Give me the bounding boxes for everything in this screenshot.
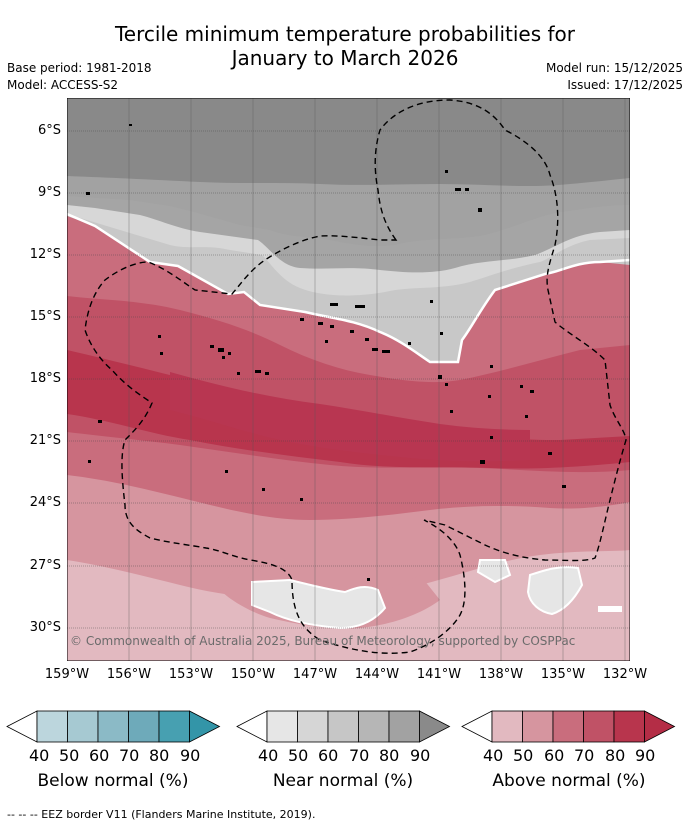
- legend-title-near: Near normal (%): [272, 771, 414, 791]
- colorbar-segment: [67, 710, 99, 743]
- lon-label: 150°W: [230, 667, 276, 682]
- lon-label: 138°W: [478, 667, 524, 682]
- colorbar-segment: [128, 710, 160, 743]
- colorbar-segment: [36, 710, 68, 743]
- lon-label: 144°W: [354, 667, 400, 682]
- colorbar-extend-high: [419, 710, 451, 743]
- colorbar-segment: [297, 710, 329, 743]
- legend-colorbars: [6, 710, 676, 743]
- issued-date: Issued: 17/12/2025: [567, 78, 683, 92]
- lon-label: 156°W: [106, 667, 152, 682]
- legend-tick: 60: [89, 746, 110, 765]
- title-line-2: January to March 2026: [231, 46, 459, 70]
- legend-title-below: Below normal (%): [37, 771, 189, 791]
- colorbar-extend-low: [6, 710, 38, 743]
- colorbar-segment: [327, 710, 359, 743]
- colorbar-segment: [388, 710, 420, 743]
- lon-label: 135°W: [540, 667, 586, 682]
- probability-map: [67, 98, 630, 661]
- lat-label: 18°S: [29, 371, 61, 386]
- colorbar-segment: [97, 710, 129, 743]
- lat-label: 12°S: [29, 247, 61, 262]
- colorbar-segment: [491, 710, 523, 743]
- colorbar-segment: [158, 710, 190, 743]
- colorbar-segment: [552, 710, 584, 743]
- legend-tick: 70: [574, 746, 595, 765]
- colorbar-segment: [613, 710, 645, 743]
- legend-tick: 50: [59, 746, 80, 765]
- legend-tick: 40: [483, 746, 504, 765]
- lat-label: 21°S: [29, 433, 61, 448]
- lon-label: 147°W: [292, 667, 338, 682]
- colorbar-segment: [358, 710, 390, 743]
- lat-label: 24°S: [29, 495, 61, 510]
- lat-label: 30°S: [29, 620, 61, 635]
- base-period: Base period: 1981-2018: [7, 61, 152, 75]
- legend-tick: 80: [149, 746, 170, 765]
- copyright-credit: © Commonwealth of Australia 2025, Bureau…: [70, 634, 576, 648]
- map-title: Tercile minimum temperature probabilitie…: [0, 22, 690, 70]
- legend-tick: 40: [258, 746, 279, 765]
- title-line-1: Tercile minimum temperature probabilitie…: [114, 22, 576, 46]
- eez-footnote: -- -- -- EEZ border V11 (Flanders Marine…: [7, 808, 316, 821]
- legend-tick: 80: [605, 746, 626, 765]
- legend-tick: 90: [180, 746, 201, 765]
- colorbar-extend-high: [644, 710, 676, 743]
- legend-tick: 50: [513, 746, 534, 765]
- legend-tick: 90: [410, 746, 431, 765]
- metadata-left: Base period: 1981-2018 Model: ACCESS-S2: [7, 60, 152, 94]
- lat-label: 15°S: [29, 309, 61, 324]
- legend-tick: 40: [29, 746, 50, 765]
- lon-label: 159°W: [44, 667, 90, 682]
- model-run: Model run: 15/12/2025: [545, 61, 683, 75]
- legend-tick: 50: [288, 746, 309, 765]
- colorbar-segment: [583, 710, 615, 743]
- metadata-right: Model run: 15/12/2025 Issued: 17/12/2025: [546, 60, 683, 94]
- colorbar-extend-low: [236, 710, 268, 743]
- colorbar-segment: [522, 710, 554, 743]
- lat-label: 27°S: [29, 558, 61, 573]
- lon-label: 153°W: [168, 667, 214, 682]
- lat-label: 9°S: [37, 185, 61, 200]
- legend-title-above: Above normal (%): [492, 771, 646, 791]
- legend-tick: 80: [379, 746, 400, 765]
- lon-label: 141°W: [416, 667, 462, 682]
- legend-tick: 60: [544, 746, 565, 765]
- legend-tick: 90: [635, 746, 656, 765]
- legend-tick: 60: [318, 746, 339, 765]
- legend-tick: 70: [349, 746, 370, 765]
- colorbar-extend-high: [189, 710, 221, 743]
- colorbar-segment: [266, 710, 298, 743]
- model-name: Model: ACCESS-S2: [7, 78, 119, 92]
- legend-tick: 70: [119, 746, 140, 765]
- lon-label: 132°W: [602, 667, 648, 682]
- colorbar-extend-low: [461, 710, 493, 743]
- lat-label: 6°S: [37, 123, 61, 138]
